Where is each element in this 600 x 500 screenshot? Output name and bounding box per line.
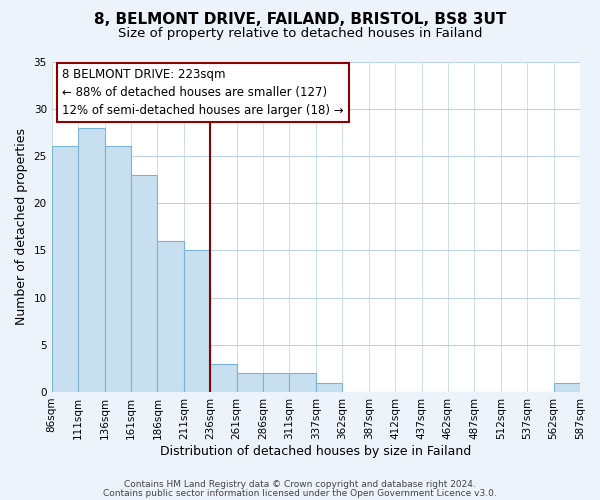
Bar — [104, 146, 131, 392]
Bar — [316, 382, 342, 392]
Bar — [263, 373, 289, 392]
Bar — [157, 241, 184, 392]
Text: Size of property relative to detached houses in Failand: Size of property relative to detached ho… — [118, 28, 482, 40]
Bar — [554, 382, 580, 392]
Y-axis label: Number of detached properties: Number of detached properties — [15, 128, 28, 325]
Text: Contains HM Land Registry data © Crown copyright and database right 2024.: Contains HM Land Registry data © Crown c… — [124, 480, 476, 489]
Bar — [289, 373, 316, 392]
Bar — [236, 373, 263, 392]
Bar — [78, 128, 104, 392]
Bar — [131, 175, 157, 392]
Bar — [52, 146, 78, 392]
Bar — [184, 250, 210, 392]
X-axis label: Distribution of detached houses by size in Failand: Distribution of detached houses by size … — [160, 444, 472, 458]
Text: 8 BELMONT DRIVE: 223sqm
← 88% of detached houses are smaller (127)
12% of semi-d: 8 BELMONT DRIVE: 223sqm ← 88% of detache… — [62, 68, 344, 117]
Text: 8, BELMONT DRIVE, FAILAND, BRISTOL, BS8 3UT: 8, BELMONT DRIVE, FAILAND, BRISTOL, BS8 … — [94, 12, 506, 28]
Bar — [210, 364, 236, 392]
Text: Contains public sector information licensed under the Open Government Licence v3: Contains public sector information licen… — [103, 488, 497, 498]
